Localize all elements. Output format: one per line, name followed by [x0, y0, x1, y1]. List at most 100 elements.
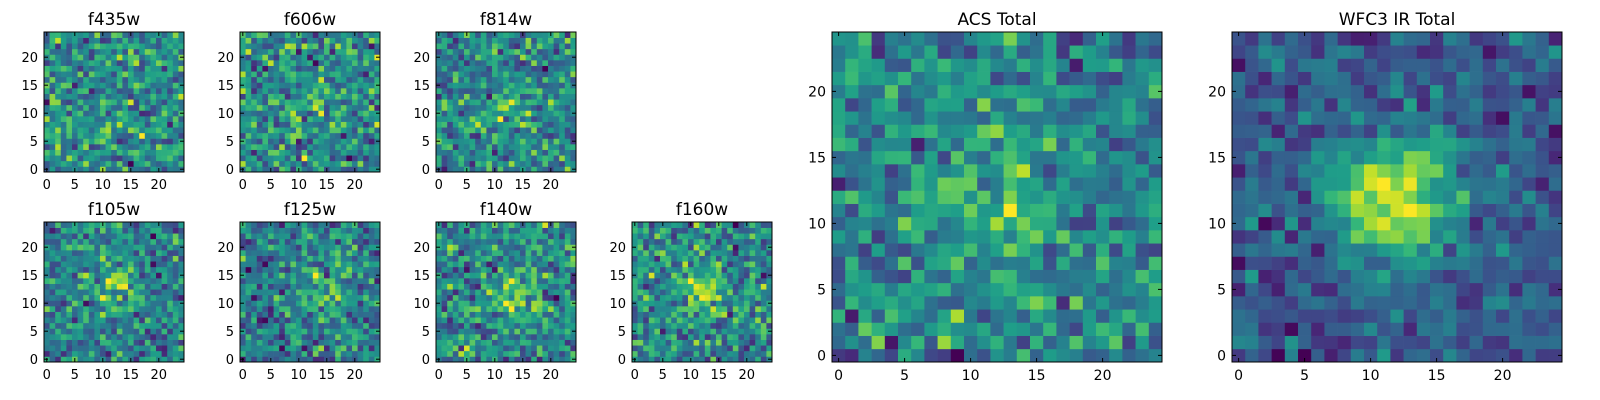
heatmap-cell	[648, 334, 655, 340]
heatmap-cell	[1016, 282, 1031, 297]
heatmap-cell	[144, 104, 151, 111]
heatmap-cell	[251, 88, 258, 94]
heatmap-cell	[94, 317, 101, 324]
heatmap-cell	[447, 261, 454, 268]
heatmap-cell	[441, 104, 448, 111]
heatmap-cell	[335, 71, 342, 78]
heatmap-cell	[156, 149, 162, 156]
heatmap-cell	[497, 144, 504, 150]
heatmap-cell	[441, 300, 448, 307]
heatmap-cell	[525, 104, 532, 111]
heatmap-cell	[273, 306, 280, 312]
heatmap-cell	[924, 269, 938, 284]
heatmap-cell	[251, 60, 258, 66]
heatmap-cell	[1109, 296, 1123, 310]
heatmap-cell	[990, 309, 1004, 323]
heatmap-cell	[172, 300, 179, 307]
heatmap-cell	[514, 93, 521, 100]
y-tick-label: 5	[618, 325, 626, 340]
heatmap-cell	[245, 132, 252, 139]
heatmap-cell	[368, 261, 375, 268]
heatmap-cell	[492, 283, 498, 290]
heatmap-cell	[279, 350, 286, 357]
heatmap-cell	[458, 283, 465, 290]
heatmap-cell	[318, 144, 325, 150]
heatmap-cell	[458, 127, 465, 134]
heatmap-cell	[1030, 348, 1044, 363]
heatmap-cell	[436, 266, 442, 273]
heatmap-cell	[262, 244, 269, 251]
heatmap-cell	[122, 76, 129, 83]
heatmap-cell	[871, 309, 886, 323]
heatmap-cell	[290, 334, 297, 340]
heatmap-cell	[871, 230, 886, 244]
heatmap-cell	[480, 322, 487, 329]
heatmap-cell	[832, 322, 846, 336]
heatmap-cell	[77, 93, 84, 100]
heatmap-cell	[648, 339, 655, 346]
heatmap-cell	[94, 43, 101, 50]
heatmap-cell	[480, 317, 487, 324]
heatmap-cell	[262, 104, 269, 111]
heatmap-cell	[268, 138, 274, 145]
heatmap-cell	[464, 93, 470, 100]
heatmap-cell	[704, 294, 711, 301]
heatmap-cell	[357, 272, 364, 279]
heatmap-cell	[732, 233, 739, 240]
heatmap-cell	[637, 250, 644, 256]
heatmap-cell	[716, 238, 722, 245]
heatmap-cell	[760, 227, 767, 234]
heatmap-cell	[682, 227, 689, 234]
heatmap-cell	[312, 54, 319, 61]
heatmap-cell	[570, 261, 577, 268]
heatmap-cell	[357, 104, 364, 111]
heatmap-cell	[49, 166, 56, 173]
heatmap-cell	[161, 222, 168, 228]
heatmap-cell	[279, 334, 286, 340]
heatmap-cell	[452, 317, 459, 324]
heatmap-cell	[542, 227, 549, 234]
heatmap-cell	[172, 60, 179, 66]
heatmap-cell	[520, 110, 526, 117]
heatmap-cell	[374, 266, 381, 273]
heatmap-cell	[755, 222, 762, 228]
heatmap-cell	[447, 99, 454, 106]
heatmap-cell	[296, 121, 302, 128]
heatmap-cell	[284, 339, 291, 346]
heatmap-cell	[654, 294, 661, 301]
heatmap-cell	[340, 76, 347, 83]
heatmap-cell	[492, 339, 498, 346]
heatmap-cell	[296, 233, 302, 240]
heatmap-cell	[911, 216, 925, 231]
heatmap-cell	[324, 244, 330, 251]
heatmap-cell	[436, 127, 442, 134]
heatmap-cell	[105, 272, 112, 279]
heatmap-cell	[950, 150, 965, 165]
heatmap-cell	[245, 244, 252, 251]
heatmap-cell	[654, 250, 661, 256]
heatmap-cell	[738, 233, 745, 240]
heatmap-cell	[503, 155, 510, 162]
heatmap-cell	[262, 37, 269, 44]
heatmap-cell	[144, 328, 151, 335]
heatmap-cell	[374, 155, 381, 162]
heatmap-cell	[94, 233, 101, 240]
heatmap-cell	[340, 244, 347, 251]
heatmap-cell	[374, 71, 381, 78]
heatmap-cell	[1003, 322, 1018, 336]
heatmap-cell	[77, 261, 84, 268]
heatmap-cell	[531, 82, 538, 89]
heatmap-cell	[632, 266, 638, 273]
heatmap-cell	[643, 289, 650, 296]
heatmap-cell	[1043, 150, 1057, 165]
heatmap-cell	[307, 116, 314, 122]
heatmap-cell	[346, 144, 353, 150]
heatmap-cell	[139, 149, 146, 156]
heatmap-cell	[531, 32, 538, 38]
heatmap-cell	[1069, 216, 1084, 231]
heatmap-cell	[105, 294, 112, 301]
heatmap-cell	[307, 110, 314, 117]
heatmap-cell	[699, 233, 706, 240]
heatmap-cell	[469, 104, 476, 111]
heatmap-cell	[368, 43, 375, 50]
